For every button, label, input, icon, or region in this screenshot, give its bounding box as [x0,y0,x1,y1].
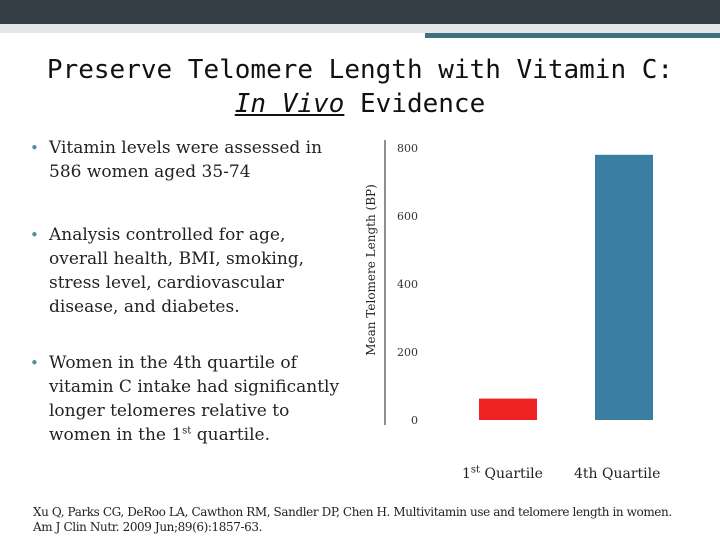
title-rest: Evidence [344,89,486,119]
x-tick-label: 4th Quartile [574,466,661,482]
y-axis-ticks: 0 200 400 600 800 [397,142,418,427]
bullet-text-end: quartile. [191,425,270,445]
header-strip [0,24,720,33]
bar-1 [479,398,537,420]
title-line-2: In Vivo Evidence [30,87,690,121]
bars [479,154,653,421]
slide-title: Preserve Telomere Length with Vitamin C:… [30,53,690,121]
bullet-superscript: st [182,425,192,437]
y-axis-label: Mean Telomere Length (BP) [364,184,378,356]
y-tick-label: 0 [411,414,418,427]
header-accent [425,33,720,38]
bullet-item: Vitamin levels were assessed in 586 wome… [28,136,346,184]
y-tick-label: 200 [397,346,418,359]
y-tick-label: 800 [397,142,418,155]
y-tick-label: 400 [397,278,418,291]
x-tick-label: 1st Quartile [462,464,543,482]
title-line-1: Preserve Telomere Length with Vitamin C: [46,55,674,85]
telomere-bar-chart: Mean Telomere Length (BP) 0 200 400 600 800 [364,140,653,427]
title-italic: In Vivo [234,89,345,119]
bullet-item: Women in the 4th quartile of vitamin C i… [28,351,346,447]
header-bar [0,0,720,24]
bar-2 [595,154,653,421]
x-axis-categories: 1st Quartile 4th Quartile [440,464,700,486]
bullet-item: Analysis controlled for age, overall hea… [28,223,346,319]
bullet-text: Women in the 4th quartile of vitamin C i… [49,353,340,445]
bullet-list: Vitamin levels were assessed in 586 wome… [28,136,346,447]
y-tick-label: 600 [397,210,418,223]
citation: Xu Q, Parks CG, DeRoo LA, Cawthon RM, Sa… [33,505,672,534]
